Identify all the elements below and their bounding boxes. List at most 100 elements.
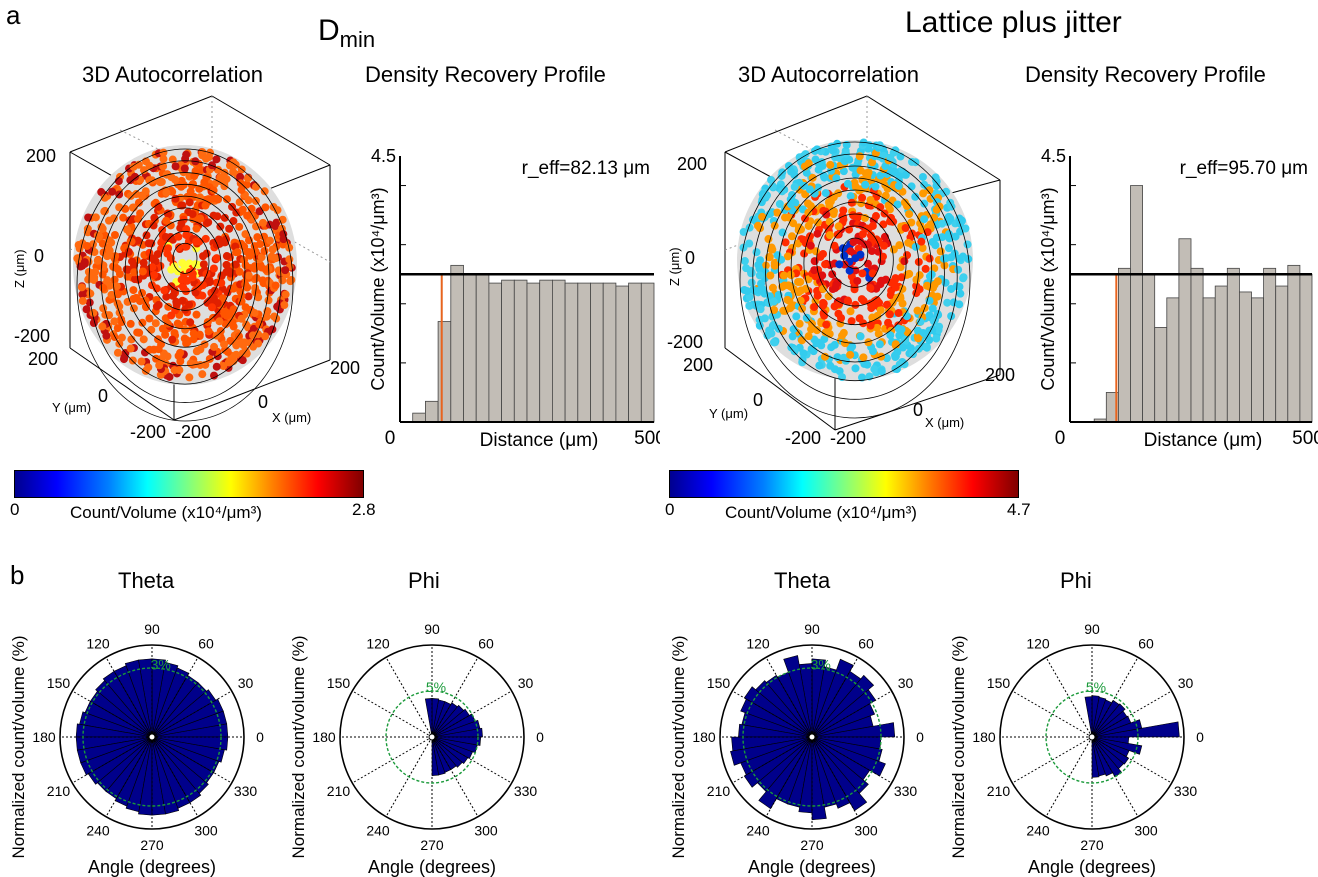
contour-line [124,195,246,348]
autocorr-point [858,229,867,238]
autocorr-point [825,329,834,338]
autocorr-point [758,212,767,221]
autocorr-point [229,284,238,293]
autocorr-point [222,260,231,269]
autocorr-point [881,191,890,200]
autocorr-point [97,188,106,197]
autocorr-point [229,322,238,331]
autocorr-point [154,300,163,309]
autocorr-point [214,165,223,174]
contour-line [803,201,907,326]
z-tick-200: 200 [26,146,56,166]
autocorr-point [150,271,159,280]
autocorr-point [145,314,154,323]
autocorr-point [225,224,234,233]
autocorr-point [260,232,269,241]
polar-theta-lattice: 0 30 60 90 120 150 180 210 240 270 300 330 3% Normali… [669,621,924,877]
autocorr-point [859,353,868,362]
autocorr-point [114,177,123,186]
autocorr-point [843,179,852,188]
autocorr-point [839,353,848,362]
autocorr-point [768,182,777,191]
autocorr-point [216,173,225,182]
autocorr-point [80,258,89,267]
cube-edge [724,347,836,431]
ring-label: 3% [151,657,171,673]
autocorr-point [922,343,931,352]
autocorr-point [126,319,135,328]
autocorr-point [804,275,813,284]
cube-edge [724,95,868,153]
autocorr-point [804,221,813,230]
autocorr-point [885,310,894,319]
autocorr-point [829,207,838,216]
autocorr-point [762,192,771,201]
autocorr-point [252,222,261,231]
colorbar-min-dmin: 0 [10,500,20,519]
autocorr-point [182,336,191,345]
autocorr-point [869,347,878,356]
polar-spoke [72,690,153,738]
angle-label: 60 [1138,635,1154,651]
autocorr-point [796,277,805,286]
autocorr-point [806,201,815,210]
autocorr-point [148,263,157,272]
percent-ring [385,690,479,784]
autocorr-point [182,150,191,159]
autocorr-point [876,171,885,180]
angle-label: 0 [536,729,544,745]
contour-line [160,231,210,293]
drp-bar [1190,267,1204,423]
autocorr-point [134,198,143,207]
contour-line [148,219,222,311]
autocorr-point [773,208,782,217]
colorbar-label-lattice: Count/Volume (x10⁴/μm³) [725,503,917,522]
angle-label: 300 [194,823,218,839]
y-tick-0: 0 [98,386,108,406]
autocorr-point [162,188,171,197]
autocorr-point [171,175,180,184]
x-tick-label: 500 [1292,428,1318,449]
autocorr-point [861,180,870,189]
autocorr-point [794,288,803,297]
autocorr-point [932,181,941,190]
autocorr-point [844,297,853,306]
autocorr-point [825,217,834,226]
autocorr-point [89,308,98,317]
polar-center [148,733,156,741]
autocorr-point [185,300,194,309]
autocorr-point [268,245,277,254]
autocorr-point [129,294,138,303]
autocorr-point [281,290,290,299]
autocorr-point [818,271,827,280]
angle-label: 0 [1196,729,1204,745]
autocorr-point [174,243,183,252]
ring-label: 5% [426,679,446,695]
polar-spoke [72,736,153,784]
autocorr-point [280,301,289,310]
autocorr-point [787,200,796,209]
autocorr-point [819,301,828,310]
autocorr-point [196,360,205,369]
autocorr-point [229,217,238,226]
r-eff-annotation: r_eff=95.70 μm [1180,158,1308,179]
autocorr-point [920,215,929,224]
autocorr-point [859,296,868,305]
autocorr-contours-lattice [739,141,971,419]
autocorr-point [765,253,774,262]
autocorr-point [260,246,269,255]
autocorr-point [139,166,148,175]
autocorr-point [805,185,814,194]
drp-chart-lattice: 4.5 0 500 Distance (μm) Count/Volume (x10⁴/μ… [1038,146,1318,450]
polar-center [428,733,436,741]
autocorr-point [821,260,830,269]
polar-spoke [811,690,892,738]
autocorr-point [798,304,807,313]
autocorr-point [801,150,810,159]
autocorr-point [921,264,930,273]
autocorr-point [846,307,855,316]
autocorr-point [918,172,927,181]
autocorr-point [866,284,875,293]
autocorr-point [931,173,940,182]
autocorr-point [799,349,808,358]
